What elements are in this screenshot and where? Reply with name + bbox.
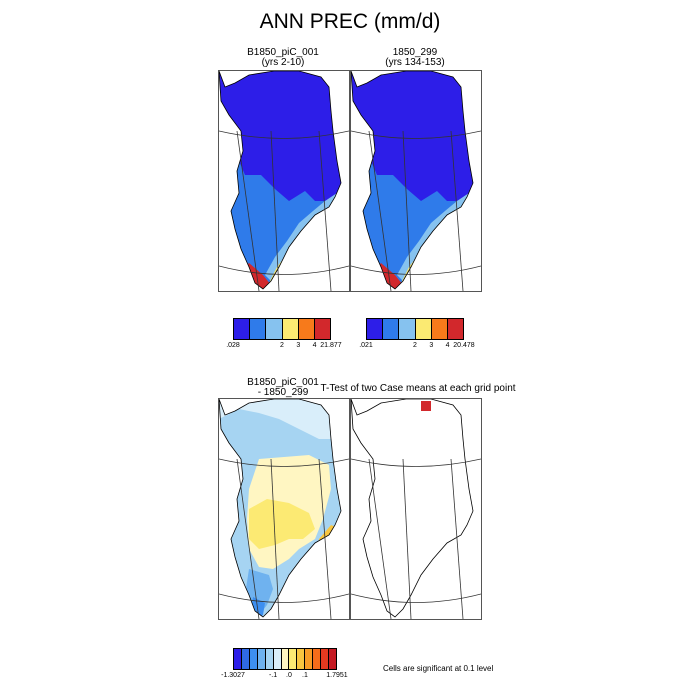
p2-field [351,71,473,289]
cb3-label-0: -1.3027 [221,672,245,679]
p3-lat-2 [219,593,349,603]
p4-lat-1 [351,458,481,467]
cb3-label-3: .1 [302,672,308,679]
cb3-swatch-1 [241,649,250,669]
cb3-swatch-12 [329,649,336,669]
cb2-swatch-1 [383,319,400,339]
p1-lon-3 [318,130,332,291]
colorbar-2 [366,318,464,340]
panel-4-title: T-Test of two Case means at each grid po… [320,383,516,394]
p1-coastline [219,71,342,290]
cb2-swatch-4 [431,319,448,339]
cb1-swatch-1 [250,319,267,339]
cb2-swatch-2 [399,319,416,339]
panel-4-map [350,398,482,620]
cb3-swatch-9 [305,649,314,669]
cb3-swatch-0 [234,649,242,669]
p3-lat-1 [219,458,349,467]
p2-lat-1 [351,130,481,139]
cb2-label-3: 4 [445,342,450,349]
cb1-label-0: .028 [226,342,240,349]
panel-2-years: (yrs 134-153) [385,57,445,68]
cb1-swatch-5 [314,319,331,339]
cb2-label-0: .021 [359,342,373,349]
cb3-swatch-8 [297,649,306,669]
cb3-swatch-5 [273,649,282,669]
cb2-label-4: 20.478 [453,342,475,349]
p2-lon-2 [402,130,412,291]
cb1-swatch-0 [234,319,251,339]
panel-2-title: 1850_299 (yrs 134-153) [350,48,480,68]
cb1-swatch-2 [266,319,283,339]
panel-3-title: B1850_piC_001 - 1850_299 [218,378,348,398]
cb3-swatch-2 [249,649,258,669]
cb1-label-4: 21.877 [320,342,342,349]
colorbar-3 [233,648,337,670]
p4-lon-2 [402,458,412,619]
colorbar-1 [233,318,331,340]
colorbar-3-labels: -1.3027 -.1 .0 .1 1.7951 [221,672,348,682]
p2-lat-2 [351,265,481,275]
colorbar-2-labels: .021 2 3 4 20.478 [359,342,475,352]
cb3-swatch-4 [265,649,274,669]
p2-band-low [351,71,473,201]
p3-lon-1 [236,458,260,619]
p4-lat-2 [351,593,481,603]
panel-1-map [218,70,350,292]
panel-2-case: 1850_299 [392,47,438,58]
p2-lon-1 [368,130,392,291]
p3-band-north [219,399,341,439]
panel-1-svg [219,71,349,291]
cb2-label-2: 3 [429,342,434,349]
p1-field [219,71,341,289]
p1-lon-1 [236,130,260,291]
p1-lat-1 [219,130,349,139]
cb1-swatch-4 [298,319,315,339]
p1-lon-2 [270,130,280,291]
panel-2-map [350,70,482,292]
p1-lat-2 [219,265,349,275]
p3-band-pos-2 [249,499,315,549]
p4-lon-1 [368,458,392,619]
panel-3-case: B1850_piC_001 [247,377,319,388]
cb3-label-4: 1.7951 [326,672,348,679]
cb1-label-1: 2 [280,342,284,349]
p3-coastline [219,399,342,618]
p3-field [219,399,341,617]
p2-coastline [351,71,474,290]
chart-title: ANN PREC (mm/d) [259,10,441,33]
cb2-label-1: 2 [413,342,417,349]
p3-lon-2 [270,458,280,619]
panel-1-years: (yrs 2-10) [261,57,305,68]
panel-4-svg [351,399,481,619]
cb3-swatch-6 [281,649,290,669]
panel-3-svg [219,399,349,619]
cb3-label-1: -.1 [268,672,278,679]
panel-1-case: B1850_piC_001 [247,47,319,58]
cb3-swatch-10 [313,649,322,669]
p4-lon-3 [450,458,464,619]
cb2-swatch-0 [367,319,384,339]
p1-band-low [219,71,341,201]
p4-coastline [351,399,474,618]
colorbar-1-labels: .028 2 3 4 21.877 [226,342,342,352]
p3-lon-3 [318,458,332,619]
cb2-swatch-5 [447,319,464,339]
panel-3-map [218,398,350,620]
cb2-swatch-3 [415,319,432,339]
p2-lon-3 [450,130,464,291]
cb1-label-3: 4 [312,342,317,349]
cb1-swatch-3 [282,319,299,339]
cb3-swatch-7 [289,649,298,669]
panel-3-minus: - 1850_299 [257,387,309,398]
cb3-swatch-11 [321,649,330,669]
panel-2-svg [351,71,481,291]
cb3-label-2: .0 [286,672,292,679]
cb3-swatch-3 [257,649,266,669]
panel-1-title: B1850_piC_001 (yrs 2-10) [218,48,348,68]
cb1-label-2: 3 [296,342,301,349]
significance-note: Cells are significant at 0.1 level [383,664,494,673]
p4-significant-cell [421,401,431,411]
